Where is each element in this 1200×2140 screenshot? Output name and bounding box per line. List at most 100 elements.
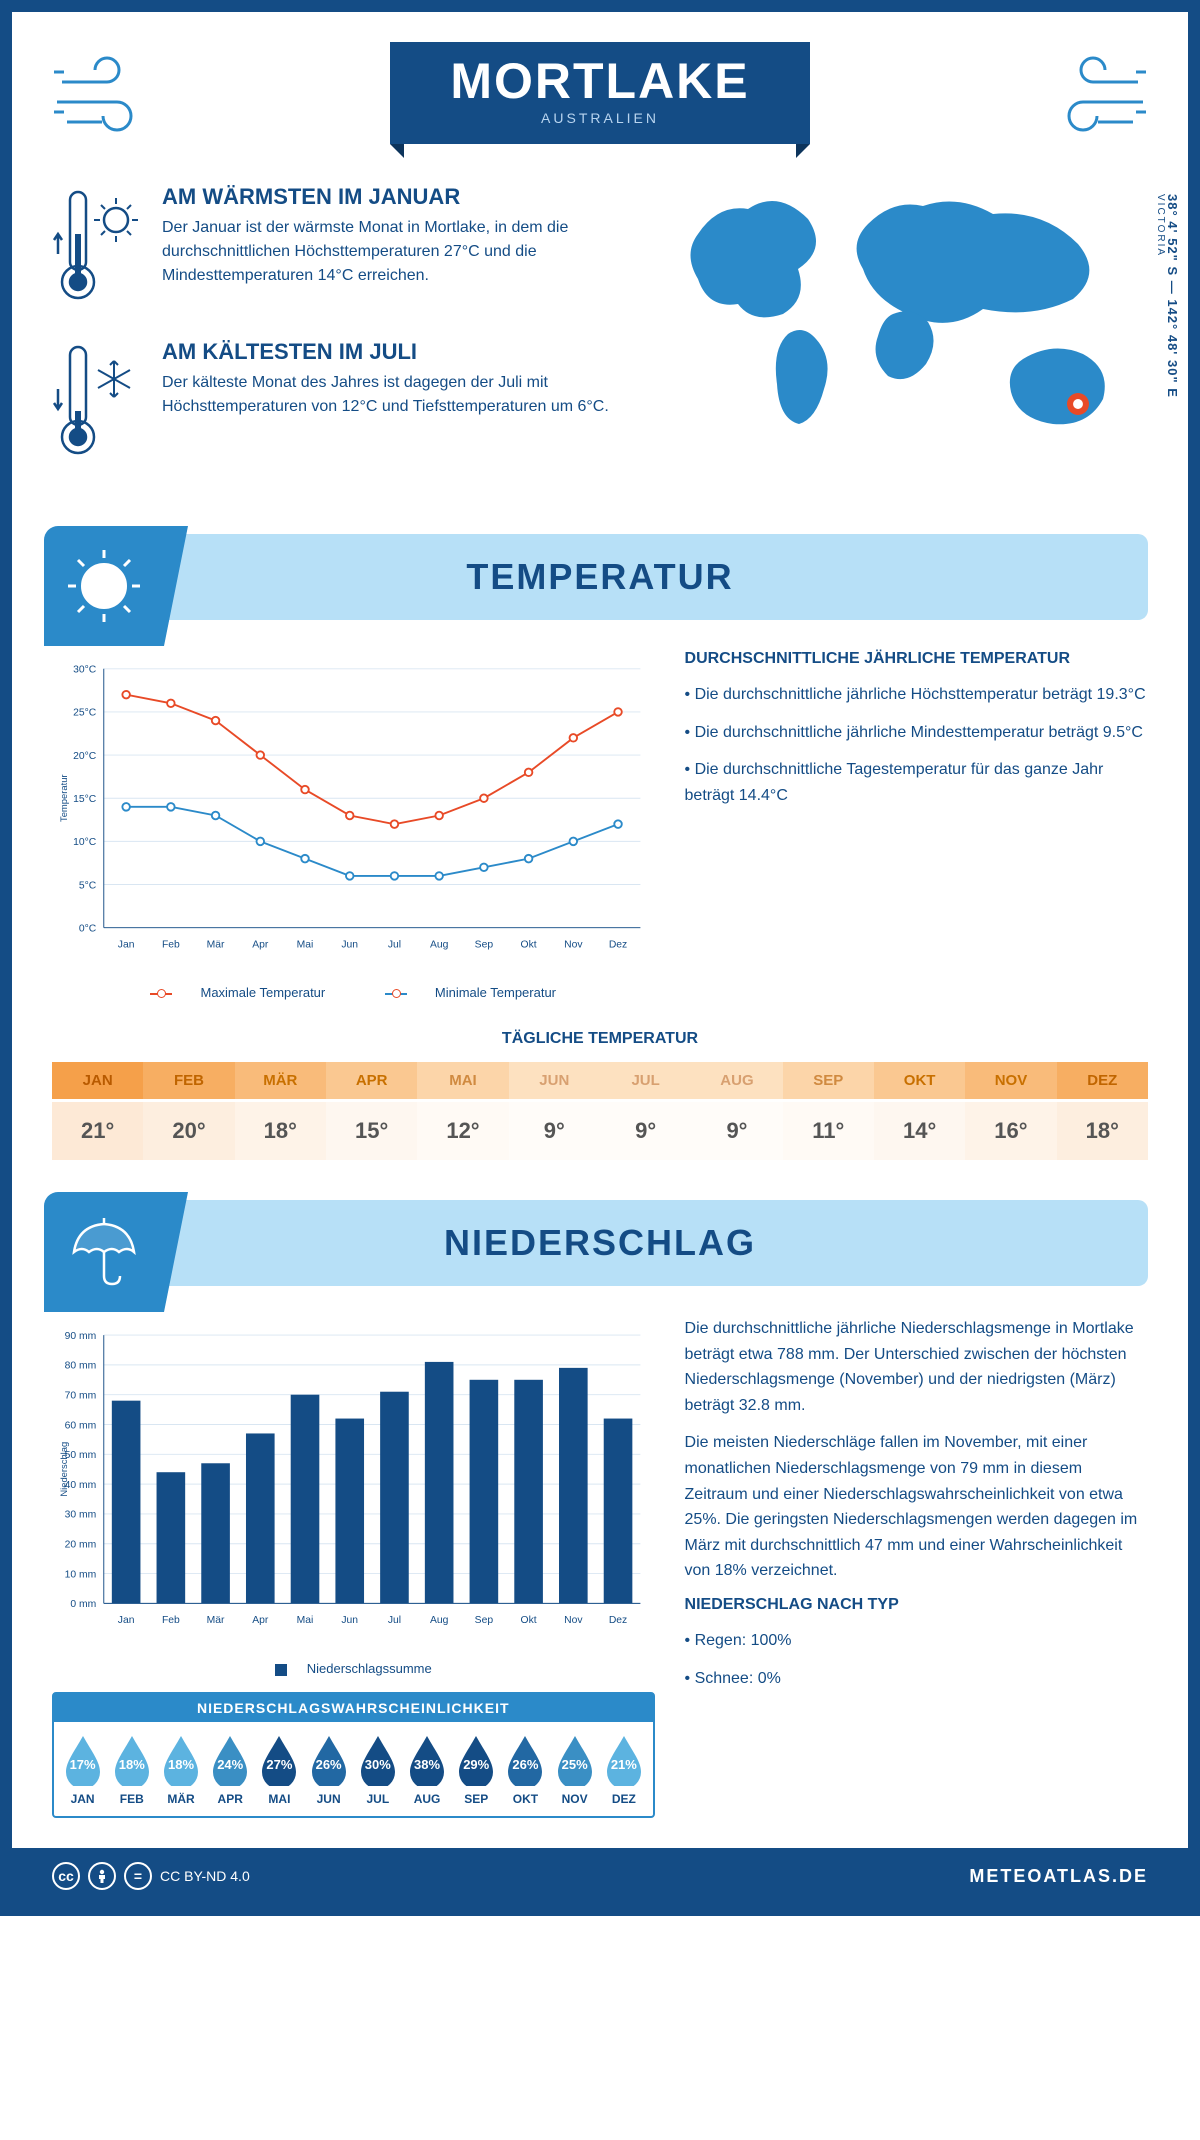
footer: cc = CC BY-ND 4.0 METEOATLAS.DE: [12, 1848, 1188, 1904]
temp-banner: TEMPERATUR: [52, 534, 1148, 620]
daily-month: MÄR: [235, 1062, 326, 1102]
svg-text:Niederschlag: Niederschlag: [58, 1442, 69, 1497]
daily-month: JUL: [600, 1062, 691, 1102]
daily-col: SEP 11°: [783, 1062, 874, 1160]
warm-text: Der Januar ist der wärmste Monat in Mort…: [162, 216, 628, 288]
svg-text:10 mm: 10 mm: [65, 1569, 97, 1580]
drop-col: 26% OKT: [503, 1734, 548, 1806]
content: MORTLAKE AUSTRALIEN AM: [12, 12, 1188, 1818]
drop-col: 26% JUN: [306, 1734, 351, 1806]
daily-value: 16°: [965, 1102, 1056, 1160]
svg-text:Mai: Mai: [297, 939, 314, 950]
drop-month: JAN: [60, 1792, 105, 1806]
drop-month: DEZ: [601, 1792, 646, 1806]
daily-value: 9°: [600, 1102, 691, 1160]
precip-side: Die durchschnittliche jährliche Niedersc…: [685, 1316, 1148, 1818]
facts: AM WÄRMSTEN IM JANUAR Der Januar ist der…: [52, 184, 628, 494]
wind-icon: [52, 52, 162, 147]
svg-text:Temperatur: Temperatur: [58, 774, 69, 822]
drop-value: 25%: [562, 1757, 588, 1772]
daily-month: OKT: [874, 1062, 965, 1102]
intro-row: AM WÄRMSTEN IM JANUAR Der Januar ist der…: [52, 184, 1148, 494]
coords-label: 38° 4' 52" S — 142° 48' 30" E: [1165, 194, 1180, 398]
daily-temp-table: JAN 21° FEB 20° MÄR 18° APR 15° MAI 12° …: [52, 1062, 1148, 1160]
drop-value: 18%: [168, 1757, 194, 1772]
svg-text:15°C: 15°C: [73, 794, 97, 805]
daily-value: 18°: [235, 1102, 326, 1160]
precip-type: • Schnee: 0%: [685, 1666, 1148, 1692]
drop-value: 26%: [316, 1757, 342, 1772]
raindrop-icon: 24%: [209, 1734, 251, 1786]
precip-chart: 0 mm10 mm20 mm30 mm40 mm50 mm60 mm70 mm8…: [52, 1316, 655, 1818]
svg-text:Nov: Nov: [564, 1615, 583, 1626]
svg-text:40 mm: 40 mm: [65, 1480, 97, 1491]
daily-col: APR 15°: [326, 1062, 417, 1160]
svg-text:30 mm: 30 mm: [65, 1510, 97, 1521]
daily-value: 21°: [52, 1102, 143, 1160]
svg-text:Aug: Aug: [430, 939, 449, 950]
svg-text:20°C: 20°C: [73, 751, 97, 762]
precip-type-heading: NIEDERSCHLAG NACH TYP: [685, 1596, 1148, 1614]
temp-legend: .lg-swatch:nth-of-type(1)::after{border-…: [52, 985, 655, 1000]
header: MORTLAKE AUSTRALIEN: [52, 42, 1148, 144]
sun-icon: [44, 526, 164, 646]
cold-heading: AM KÄLTESTEN IM JULI: [162, 339, 628, 365]
world-map: VICTORIA 38° 4' 52" S — 142° 48' 30" E: [668, 184, 1148, 494]
daily-value: 15°: [326, 1102, 417, 1160]
svg-text:Okt: Okt: [521, 939, 537, 950]
drop-value: 18%: [119, 1757, 145, 1772]
precip-banner: NIEDERSCHLAG: [52, 1200, 1148, 1286]
precip-p2: Die meisten Niederschläge fallen im Nove…: [685, 1430, 1148, 1584]
daily-value: 18°: [1057, 1102, 1148, 1160]
precip-legend-label: Niederschlagssumme: [307, 1661, 432, 1676]
thermometer-snow-icon: [52, 339, 142, 464]
svg-text:Jun: Jun: [341, 939, 358, 950]
svg-text:Mär: Mär: [207, 1615, 225, 1626]
svg-text:20 mm: 20 mm: [65, 1540, 97, 1551]
daily-col: FEB 20°: [143, 1062, 234, 1160]
svg-text:80 mm: 80 mm: [65, 1361, 97, 1372]
daily-col: JUL 9°: [600, 1062, 691, 1160]
svg-text:Sep: Sep: [475, 939, 494, 950]
daily-month: SEP: [783, 1062, 874, 1102]
legend-max: Maximale Temperatur: [200, 985, 325, 1000]
prob-title: NIEDERSCHLAGSWAHRSCHEINLICHKEIT: [54, 1694, 653, 1722]
raindrop-icon: 17%: [62, 1734, 104, 1786]
page-subtitle: AUSTRALIEN: [450, 110, 749, 126]
svg-text:Jul: Jul: [388, 1615, 401, 1626]
warm-fact: AM WÄRMSTEN IM JANUAR Der Januar ist der…: [52, 184, 628, 309]
license: cc = CC BY-ND 4.0: [52, 1862, 250, 1890]
daily-month: JUN: [509, 1062, 600, 1102]
nd-icon: =: [124, 1862, 152, 1890]
daily-col: MÄR 18°: [235, 1062, 326, 1160]
drop-value: 30%: [365, 1757, 391, 1772]
license-text: CC BY-ND 4.0: [160, 1868, 250, 1884]
temp-side-heading: DURCHSCHNITTLICHE JÄHRLICHE TEMPERATUR: [685, 650, 1148, 668]
svg-text:0°C: 0°C: [79, 923, 97, 934]
daily-value: 9°: [691, 1102, 782, 1160]
svg-text:60 mm: 60 mm: [65, 1420, 97, 1431]
daily-title: TÄGLICHE TEMPERATUR: [52, 1030, 1148, 1048]
raindrop-icon: 21%: [603, 1734, 645, 1786]
svg-text:Apr: Apr: [252, 939, 269, 950]
daily-col: OKT 14°: [874, 1062, 965, 1160]
raindrop-icon: 30%: [357, 1734, 399, 1786]
daily-month: NOV: [965, 1062, 1056, 1102]
drop-value: 26%: [512, 1757, 538, 1772]
drop-value: 38%: [414, 1757, 440, 1772]
svg-text:Jun: Jun: [341, 1615, 358, 1626]
svg-text:90 mm: 90 mm: [65, 1331, 97, 1342]
svg-text:Feb: Feb: [162, 939, 180, 950]
footer-brand: METEOATLAS.DE: [969, 1866, 1148, 1887]
raindrop-icon: 27%: [258, 1734, 300, 1786]
svg-text:Feb: Feb: [162, 1615, 180, 1626]
drop-value: 24%: [217, 1757, 243, 1772]
svg-text:Okt: Okt: [521, 1615, 537, 1626]
drop-month: MAI: [257, 1792, 302, 1806]
svg-text:Sep: Sep: [475, 1615, 494, 1626]
daily-col: JAN 21°: [52, 1062, 143, 1160]
drop-month: SEP: [454, 1792, 499, 1806]
daily-col: MAI 12°: [417, 1062, 508, 1160]
drop-value: 29%: [463, 1757, 489, 1772]
daily-value: 9°: [509, 1102, 600, 1160]
